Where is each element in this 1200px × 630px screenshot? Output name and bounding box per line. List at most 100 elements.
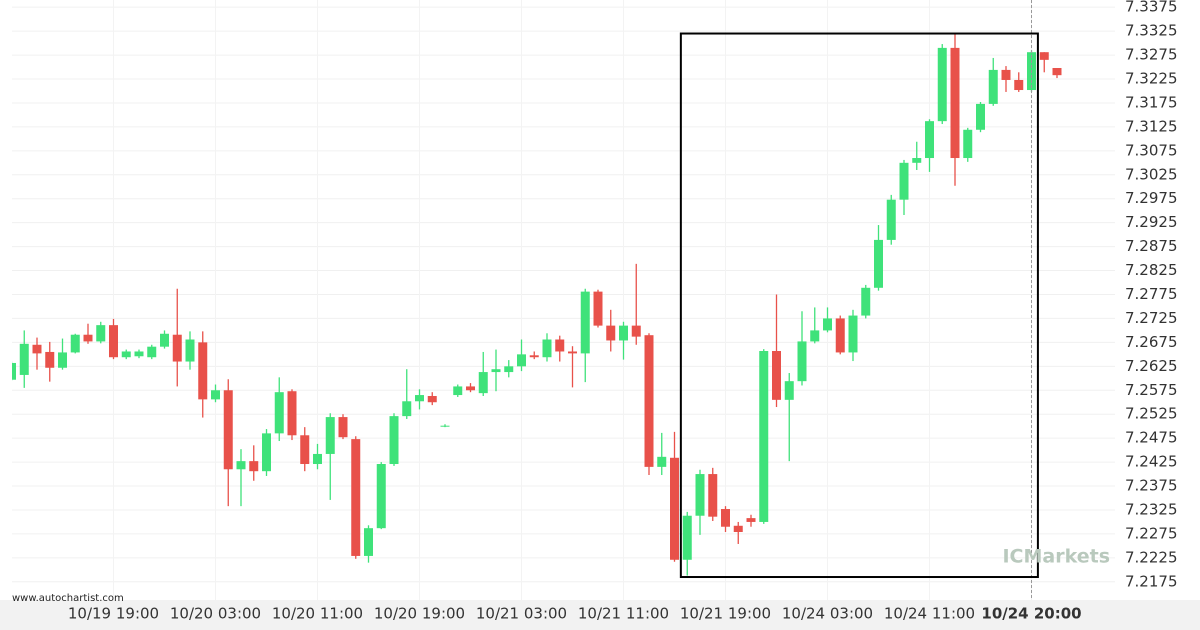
candle-body <box>236 461 246 470</box>
candle-body <box>784 381 794 400</box>
candle-body <box>338 417 348 438</box>
candle-body <box>912 158 922 163</box>
candle-body <box>351 439 361 556</box>
candle-body <box>529 355 539 358</box>
x-tick-label: 10/20 11:00 <box>272 605 363 623</box>
y-tick-label: 7.3275 <box>1125 46 1178 64</box>
y-tick-label: 7.3025 <box>1125 165 1178 183</box>
y-tick-label: 7.2175 <box>1125 572 1178 590</box>
candle-body <box>415 395 424 402</box>
y-tick-label: 7.3225 <box>1125 70 1178 88</box>
candle-body <box>733 525 743 533</box>
candle-body <box>797 341 807 382</box>
x-tick-label: 10/24 03:00 <box>782 605 873 623</box>
candle-body <box>453 386 463 396</box>
candle-body <box>1039 52 1049 60</box>
candle-body <box>134 351 144 357</box>
candle-body <box>1014 79 1024 91</box>
candle-body <box>109 325 118 358</box>
candle-body <box>568 351 577 354</box>
y-tick-label: 7.2425 <box>1125 453 1178 471</box>
x-tick-label: 10/24 11:00 <box>884 605 975 623</box>
candle-body <box>644 335 654 467</box>
candle-body <box>823 318 832 331</box>
y-tick-label: 7.2975 <box>1125 189 1178 207</box>
candle-body <box>478 372 488 394</box>
candle-body <box>746 518 756 522</box>
candle-body <box>185 339 195 362</box>
candle-body <box>249 461 259 472</box>
candle-body <box>1052 67 1062 76</box>
candle-body <box>580 291 590 354</box>
y-tick-label: 7.2925 <box>1125 213 1178 231</box>
candle-body <box>848 315 858 353</box>
y-tick-label: 7.2225 <box>1125 548 1178 566</box>
y-tick-label: 7.2275 <box>1125 524 1178 542</box>
y-tick-label: 7.2575 <box>1125 381 1178 399</box>
x-tick-label: 10/21 11:00 <box>578 605 669 623</box>
candle-body <box>886 199 896 240</box>
y-tick-label: 7.2775 <box>1125 285 1178 303</box>
candle-body <box>1001 69 1011 80</box>
x-tick-label: 10/24 20:00 <box>981 605 1081 623</box>
candle-body <box>96 325 106 342</box>
candle-body <box>593 291 603 326</box>
x-tick-label: 10/20 19:00 <box>374 605 465 623</box>
candle-body <box>198 342 208 400</box>
candle-body <box>542 339 552 358</box>
y-tick-label: 7.3125 <box>1125 117 1178 135</box>
candle-body <box>32 344 42 354</box>
candle-body <box>721 509 730 527</box>
x-tick-label: 10/20 03:00 <box>170 605 261 623</box>
candle-body <box>759 350 769 522</box>
x-axis-band <box>0 600 1200 630</box>
candle-body <box>925 121 934 159</box>
candle-body <box>12 362 16 380</box>
candle-body <box>147 346 157 358</box>
candle-body <box>211 390 220 400</box>
candle-body <box>810 330 820 342</box>
x-tick-label: 10/21 19:00 <box>680 605 771 623</box>
candle-body <box>976 103 985 130</box>
candle-body <box>491 369 501 373</box>
y-tick-label: 7.2725 <box>1125 309 1178 327</box>
candle-body <box>121 351 131 358</box>
candle-body <box>937 47 947 122</box>
y-tick-label: 7.2475 <box>1125 429 1178 447</box>
candle-body <box>555 339 565 352</box>
candle-body <box>45 351 55 368</box>
y-tick-label: 7.2825 <box>1125 261 1178 279</box>
y-tick-label: 7.3375 <box>1125 0 1178 16</box>
candle-body <box>874 239 883 288</box>
candle-body <box>160 333 169 347</box>
candle-body <box>172 334 182 362</box>
candle-body <box>83 334 93 342</box>
y-tick-label: 7.2325 <box>1125 500 1178 518</box>
candle-body <box>670 457 679 560</box>
candle-body <box>466 386 475 391</box>
candle-body <box>899 162 909 200</box>
site-watermark: www.autochartist.com <box>12 593 124 604</box>
candle-body <box>19 343 29 375</box>
candle-body <box>606 325 616 341</box>
candle-body <box>950 47 960 159</box>
candle-body <box>772 350 781 400</box>
candle-body <box>440 425 450 427</box>
candle-body <box>223 390 233 470</box>
y-tick-label: 7.3075 <box>1125 141 1178 159</box>
candle-body <box>376 464 386 529</box>
candle-body <box>682 515 692 560</box>
candle-body <box>963 129 973 159</box>
candle-body <box>988 69 998 104</box>
candle-body <box>262 433 271 472</box>
candle-body <box>657 456 667 467</box>
candle-body <box>287 391 297 436</box>
candle-body <box>389 416 399 465</box>
y-tick-label: 7.2875 <box>1125 237 1178 255</box>
y-tick-label: 7.3325 <box>1125 22 1178 40</box>
candle-body <box>861 287 871 316</box>
candle-body <box>70 334 80 353</box>
x-tick-label: 10/21 03:00 <box>476 605 567 623</box>
candle-body <box>402 401 412 417</box>
